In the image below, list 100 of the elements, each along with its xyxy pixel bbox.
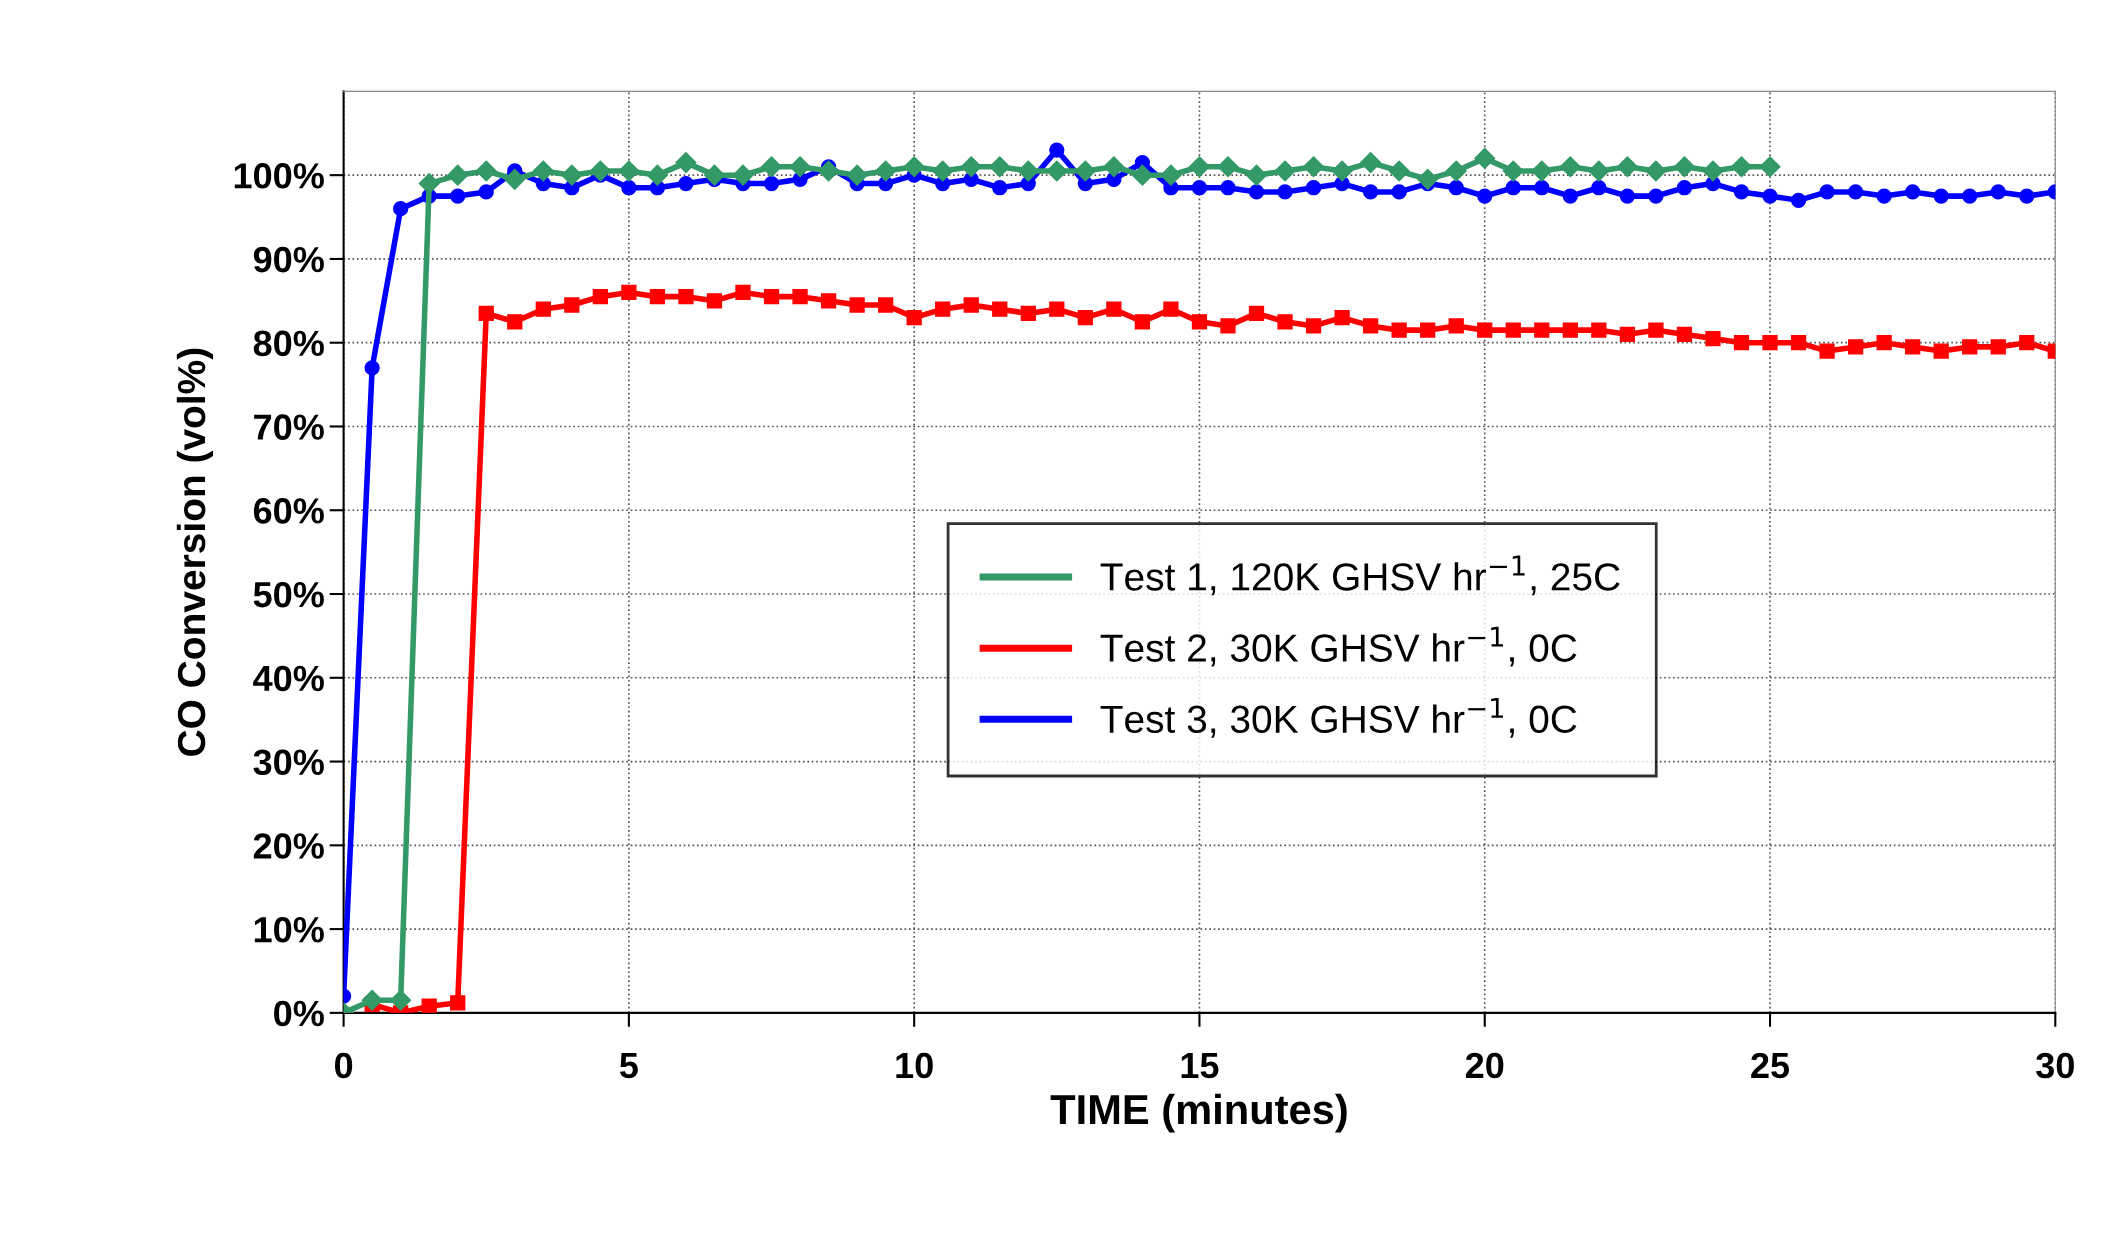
point	[507, 314, 523, 330]
legend-label: Test 2, 30K GHSV hr$^{−1}$, 0C	[1100, 626, 1577, 667]
point	[1334, 309, 1350, 326]
point	[1847, 339, 1864, 355]
point	[1188, 156, 1210, 178]
point	[1588, 160, 1610, 182]
point	[761, 156, 783, 178]
legend-label: Test 1, 120K GHSV hr$^{−1}$, 25C	[1100, 555, 1620, 596]
point	[447, 164, 469, 186]
point	[1220, 318, 1236, 334]
y-tick-label: 100%	[234, 163, 324, 189]
point	[1790, 335, 1807, 351]
point	[535, 301, 551, 317]
x-tick-label: 15	[1181, 1053, 1219, 1079]
point	[1248, 305, 1265, 322]
point	[1191, 314, 1208, 330]
point	[1077, 309, 1093, 326]
point	[878, 297, 894, 313]
point	[989, 156, 1011, 178]
point	[1360, 152, 1382, 174]
point	[1619, 326, 1636, 342]
point	[532, 160, 554, 182]
point	[618, 160, 640, 182]
point	[792, 288, 808, 305]
point	[1391, 322, 1407, 338]
y-tick-label: 10%	[254, 916, 324, 943]
point	[1103, 156, 1125, 178]
point	[646, 164, 668, 186]
point	[1134, 314, 1151, 330]
point	[561, 164, 583, 186]
point	[621, 284, 637, 301]
point	[735, 284, 751, 301]
point	[1733, 335, 1750, 351]
x-axis-title: TIME (minutes)	[1050, 1093, 1347, 1133]
point	[1876, 335, 1892, 351]
point	[1559, 156, 1581, 178]
x-tick-label: 20	[1465, 1052, 1504, 1079]
point	[1759, 156, 1781, 178]
y-tick-label: 30%	[253, 749, 324, 776]
point	[1648, 322, 1664, 338]
x-tick-label: 5	[619, 1053, 638, 1079]
point	[564, 297, 580, 313]
point	[1531, 160, 1553, 182]
point	[1448, 318, 1464, 334]
x-tick-label: 10	[896, 1052, 933, 1079]
point	[418, 173, 440, 195]
point	[589, 160, 611, 182]
point	[1730, 156, 1753, 178]
point	[1046, 160, 1068, 182]
x-tick-label: 25	[1751, 1052, 1790, 1079]
point	[1673, 156, 1695, 178]
y-axis-title: CO Conversion (vol%)	[176, 348, 214, 756]
point	[732, 164, 754, 186]
point	[1534, 322, 1550, 338]
point	[1445, 160, 1467, 182]
point	[906, 309, 922, 326]
point	[1420, 322, 1436, 338]
point	[1990, 339, 2006, 355]
point	[1020, 305, 1036, 322]
point	[478, 305, 494, 322]
point	[475, 160, 497, 182]
point	[820, 293, 837, 309]
point	[1762, 335, 1778, 351]
point	[763, 288, 780, 305]
point	[1505, 322, 1521, 338]
point	[361, 989, 383, 1011]
point	[675, 152, 697, 174]
point	[1417, 168, 1439, 190]
point	[1305, 318, 1322, 334]
point	[390, 989, 412, 1011]
point	[1562, 322, 1578, 338]
point	[846, 164, 868, 186]
y-tick-label: 20%	[253, 833, 324, 859]
point	[1474, 147, 1496, 169]
point	[706, 293, 723, 309]
y-tick-label: 90%	[253, 246, 324, 273]
point	[1933, 343, 1949, 359]
point	[1303, 156, 1325, 178]
point	[1245, 164, 1268, 186]
point	[960, 156, 982, 178]
point	[903, 156, 925, 178]
point	[1388, 160, 1410, 182]
y-tick-label: 50%	[253, 581, 324, 608]
point	[1331, 160, 1353, 182]
point	[1616, 156, 1638, 178]
point	[450, 995, 466, 1011]
point	[421, 998, 437, 1013]
point	[1905, 339, 1921, 355]
point	[992, 301, 1008, 317]
point	[818, 160, 840, 182]
point	[789, 156, 811, 178]
y-tick-label: 40%	[253, 665, 324, 692]
point	[1819, 343, 1835, 359]
point	[1277, 314, 1293, 330]
point	[1074, 160, 1096, 182]
point	[1502, 160, 1524, 182]
point	[1274, 160, 1296, 182]
point	[678, 288, 694, 305]
point	[1217, 156, 1239, 178]
point	[963, 297, 979, 313]
